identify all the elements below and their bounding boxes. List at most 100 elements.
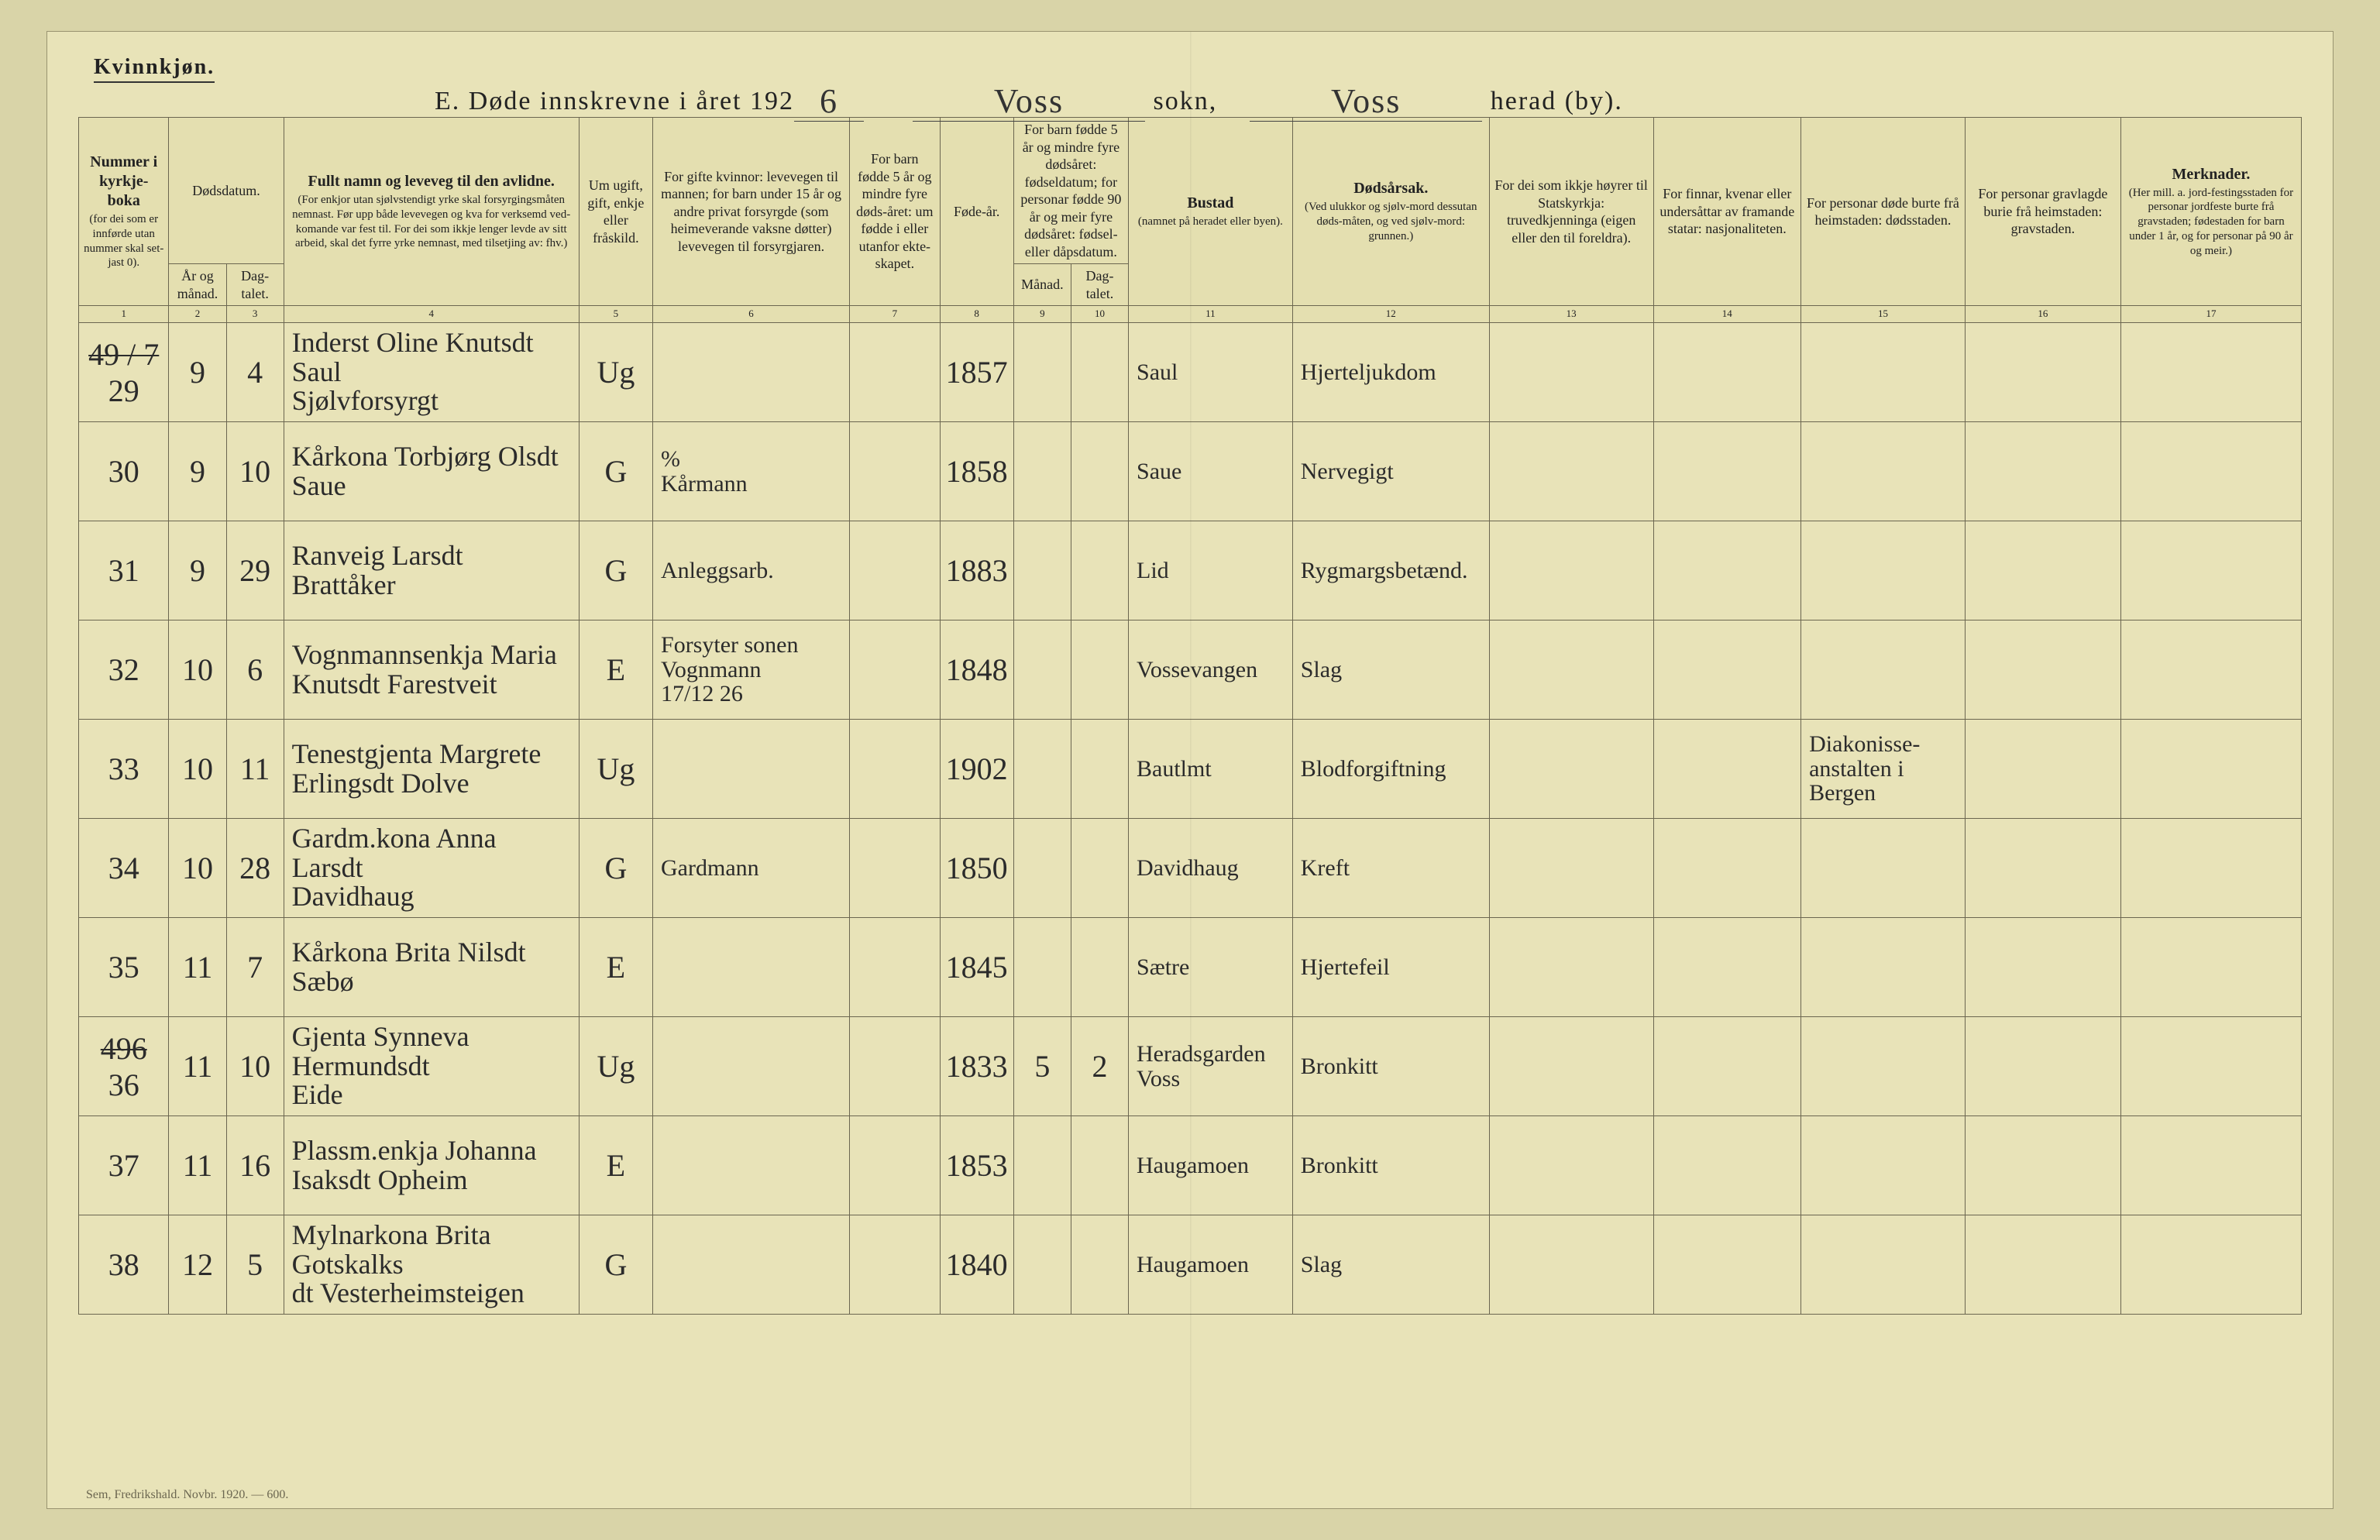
cell-c16 — [1965, 720, 2120, 819]
sokn-fill: Voss — [913, 81, 1145, 122]
cell-deathplace — [1801, 422, 1966, 521]
cell-c17 — [2120, 521, 2301, 620]
cell-c13 — [1489, 323, 1653, 422]
cell-status: Ug — [579, 720, 652, 819]
ledger-page: Kvinnkjøn. E. Døde innskrevne i året 192… — [46, 31, 2334, 1509]
cell-num: 33 — [79, 720, 169, 819]
cell-month: 10 — [169, 620, 226, 720]
cell-num: 32 — [79, 620, 169, 720]
cell-c16 — [1965, 918, 2120, 1017]
cell-num: 37 — [79, 1116, 169, 1215]
cell-cause: Slag — [1292, 1215, 1489, 1315]
cell-name: Ranveig LarsdtBrattåker — [284, 521, 579, 620]
col-17-header: Merknader.(Her mill. a. jord-festingssta… — [2120, 118, 2301, 306]
cell-birthyear: 1902 — [940, 720, 1013, 819]
col-4-header: Fullt namn og leveveg til den avlidne.(F… — [284, 118, 579, 306]
cell-c14 — [1653, 1017, 1801, 1116]
cell-cause: Slag — [1292, 620, 1489, 720]
cell-cause: Kreft — [1292, 819, 1489, 918]
cell-occupation — [653, 1017, 850, 1116]
cell-residence: HeradsgardenVoss — [1129, 1017, 1293, 1116]
cell-name: Kårkona Torbjørg OlsdtSaue — [284, 422, 579, 521]
cell-occupation — [653, 1116, 850, 1215]
cell-c16 — [1965, 1215, 2120, 1315]
cell-num: 38 — [79, 1215, 169, 1315]
cell-num: 34 — [79, 819, 169, 918]
cell-birthday — [1071, 720, 1128, 819]
col-16-header: For personar gravlagde burie frå heimsta… — [1965, 118, 2120, 306]
cell-status: Ug — [579, 323, 652, 422]
cell-occupation: Anleggsarb. — [653, 521, 850, 620]
cell-month: 11 — [169, 918, 226, 1017]
colnum: 6 — [653, 306, 850, 323]
cell-num: 30 — [79, 422, 169, 521]
cell-birthyear: 1848 — [940, 620, 1013, 720]
cell-c7 — [850, 918, 940, 1017]
year-fill: 6 — [794, 81, 864, 122]
cell-birthday — [1071, 422, 1128, 521]
cell-day: 10 — [226, 1017, 284, 1116]
cell-day: 11 — [226, 720, 284, 819]
cell-c16 — [1965, 323, 2120, 422]
cell-name: Vognmannsenkja MariaKnutsdt Farestveit — [284, 620, 579, 720]
col-11-header: Bustad(namnet på heradet eller byen). — [1129, 118, 1293, 306]
cell-c13 — [1489, 620, 1653, 720]
col-2a-header: År og månad. — [169, 264, 226, 306]
cell-day: 10 — [226, 422, 284, 521]
col-2-group-header: Dødsdatum. — [169, 118, 284, 264]
colnum: 10 — [1071, 306, 1128, 323]
cell-cause: Hjertefeil — [1292, 918, 1489, 1017]
cell-deathplace — [1801, 323, 1966, 422]
cell-num: 35 — [79, 918, 169, 1017]
colnum: 14 — [1653, 306, 1801, 323]
cell-deathplace — [1801, 620, 1966, 720]
cell-residence: Saul — [1129, 323, 1293, 422]
cell-c14 — [1653, 918, 1801, 1017]
cell-birthyear: 1858 — [940, 422, 1013, 521]
cell-residence: Saue — [1129, 422, 1293, 521]
cell-birthyear: 1833 — [940, 1017, 1013, 1116]
cell-name: Gjenta Synneva HermundsdtEide — [284, 1017, 579, 1116]
colnum: 11 — [1129, 306, 1293, 323]
cell-num: 496 36 — [79, 1017, 169, 1116]
cell-occupation — [653, 1215, 850, 1315]
cell-name: Gardm.kona Anna LarsdtDavidhaug — [284, 819, 579, 918]
col-9b-header: Dag-talet. — [1071, 264, 1128, 306]
cell-birthmonth — [1013, 1215, 1071, 1315]
cell-c13 — [1489, 521, 1653, 620]
cell-name: Inderst Oline KnutsdtSaulSjølvforsyrgt — [284, 323, 579, 422]
cell-birthyear: 1840 — [940, 1215, 1013, 1315]
cell-day: 28 — [226, 819, 284, 918]
cell-birthday — [1071, 620, 1128, 720]
cell-occupation — [653, 720, 850, 819]
colnum: 8 — [940, 306, 1013, 323]
cell-c7 — [850, 620, 940, 720]
colnum: 12 — [1292, 306, 1489, 323]
cell-residence: Haugamoen — [1129, 1215, 1293, 1315]
col-8-header: Føde-år. — [940, 118, 1013, 306]
cell-residence: Haugamoen — [1129, 1116, 1293, 1215]
colnum: 7 — [850, 306, 940, 323]
cell-birthmonth — [1013, 521, 1071, 620]
cell-c17 — [2120, 422, 2301, 521]
cell-month: 9 — [169, 323, 226, 422]
cell-birthday: 2 — [1071, 1017, 1128, 1116]
cell-day: 29 — [226, 521, 284, 620]
cell-residence: Lid — [1129, 521, 1293, 620]
cell-num: 49 / 7 29 — [79, 323, 169, 422]
cell-c7 — [850, 1215, 940, 1315]
cell-c7 — [850, 521, 940, 620]
cell-birthday — [1071, 521, 1128, 620]
cell-c17 — [2120, 1215, 2301, 1315]
cell-birthday — [1071, 1215, 1128, 1315]
cell-c14 — [1653, 819, 1801, 918]
cell-birthmonth — [1013, 918, 1071, 1017]
colnum: 9 — [1013, 306, 1071, 323]
col-5-header: Um ugift, gift, enkje eller fråskild. — [579, 118, 652, 306]
col-14-header: For finnar, kvenar eller undersåttar av … — [1653, 118, 1801, 306]
cell-c17 — [2120, 819, 2301, 918]
col-2b-header: Dag-talet. — [226, 264, 284, 306]
col-13-header: For dei som ikkje høyrer til Statskyrkja… — [1489, 118, 1653, 306]
col-9-group-header: For barn fødde 5 år og mindre fyre dødså… — [1013, 118, 1128, 264]
page-fold — [1190, 32, 1192, 1508]
